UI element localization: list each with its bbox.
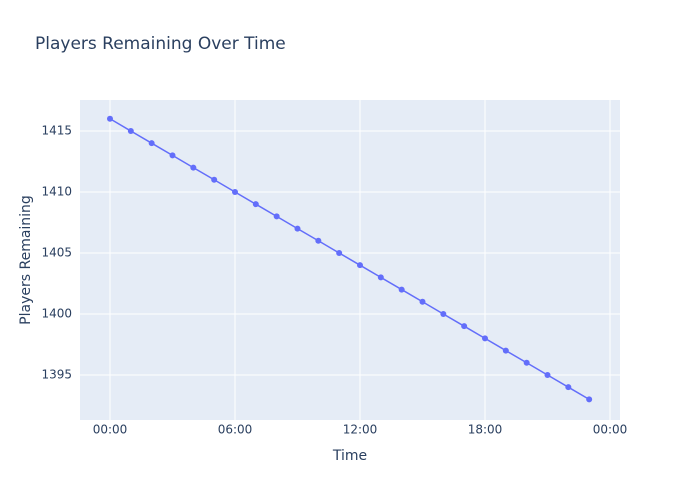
- data-point: [440, 310, 447, 317]
- data-point: [273, 213, 280, 220]
- x-tick-label: 06:00: [218, 423, 253, 437]
- data-point: [523, 359, 530, 366]
- y-tick-label: 1395: [41, 367, 72, 381]
- x-axis-title: Time: [332, 448, 367, 464]
- y-tick-label: 1410: [41, 184, 72, 198]
- data-point: [398, 286, 405, 293]
- series-line: [109, 118, 590, 401]
- data-point: [315, 237, 322, 244]
- data-point: [482, 335, 488, 342]
- data-point: [169, 152, 176, 159]
- x-tick-label: 12:00: [343, 423, 378, 437]
- data-point: [586, 396, 593, 403]
- data-point: [294, 225, 301, 232]
- data-point: [148, 140, 155, 147]
- chart-title: Players Remaining Over Time: [35, 34, 286, 54]
- data-point: [377, 274, 384, 281]
- data-point: [211, 176, 218, 183]
- x-tick-label: 18:00: [468, 423, 503, 437]
- data-point: [544, 371, 551, 378]
- data-point: [419, 298, 426, 305]
- data-point: [502, 347, 509, 354]
- data-point: [252, 201, 259, 208]
- y-tick-label: 1405: [41, 245, 72, 259]
- data-point: [461, 323, 468, 330]
- data-point: [357, 262, 363, 269]
- x-tick-label: 00:00: [93, 423, 128, 437]
- data-point: [107, 115, 113, 122]
- y-tick-label: 1415: [41, 123, 72, 137]
- x-tick-label: 00:00: [593, 423, 628, 437]
- y-axis-title: Players Remaining: [18, 195, 34, 325]
- data-point: [336, 249, 343, 256]
- data-point: [565, 384, 572, 391]
- y-tick-label: 1400: [41, 306, 72, 320]
- data-point: [190, 164, 197, 171]
- data-point: [127, 127, 134, 134]
- data-point: [232, 188, 238, 195]
